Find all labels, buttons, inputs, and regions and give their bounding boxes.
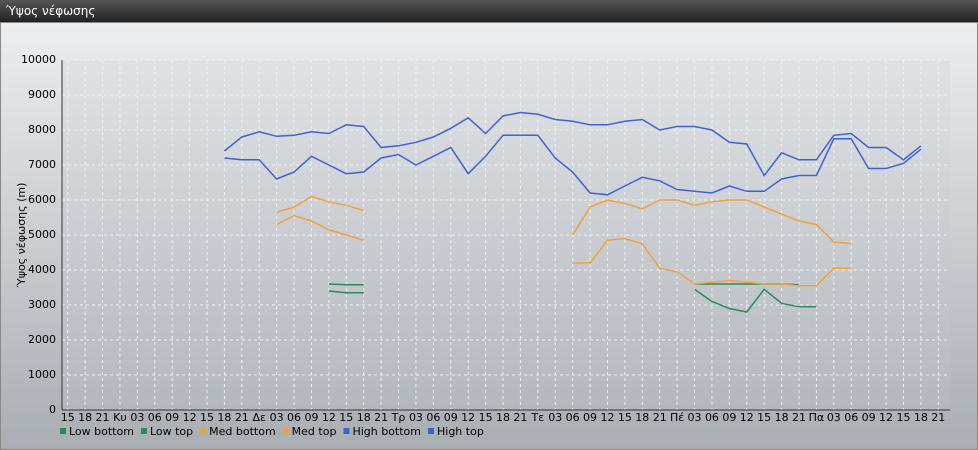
legend-swatch: [140, 428, 147, 434]
series-line: [223, 111, 922, 177]
series-line: [328, 288, 817, 313]
x-tick-label: 03: [130, 411, 144, 424]
x-tick-label: 15: [200, 411, 214, 424]
x-tick-label: 03: [688, 411, 702, 424]
y-tick-label: 3000: [28, 298, 56, 311]
x-tick-label: 18: [496, 411, 510, 424]
x-tick-label: 21: [235, 411, 249, 424]
legend-swatch: [200, 428, 207, 434]
x-tick-label: 12: [600, 411, 614, 424]
x-tick-label: 12: [461, 411, 475, 424]
y-tick-label: 9000: [28, 88, 56, 101]
x-tick-label: 15: [896, 411, 910, 424]
x-tick-label: 06: [426, 411, 440, 424]
y-tick-label: 2000: [28, 333, 56, 346]
x-tick-label: 03: [270, 411, 284, 424]
x-tick-label: 09: [165, 411, 179, 424]
legend-swatch: [282, 428, 289, 434]
legend-swatch: [343, 428, 350, 434]
x-tick-label: Τε: [530, 411, 544, 424]
x-tick-label: 03: [827, 411, 841, 424]
x-tick-label: 06: [566, 411, 580, 424]
legend-label: Med bottom: [209, 425, 276, 438]
x-tick-label: 15: [479, 411, 493, 424]
y-tick-label: 8000: [28, 123, 56, 136]
x-tick-label: 15: [618, 411, 632, 424]
x-tick-label: 18: [914, 411, 928, 424]
x-tick-label: 21: [931, 411, 945, 424]
legend-label: High top: [437, 425, 484, 438]
x-tick-label: Κυ: [113, 411, 127, 424]
x-tick-label: 09: [583, 411, 597, 424]
x-tick-label: 18: [78, 411, 92, 424]
y-tick-label: 10000: [21, 53, 56, 66]
x-tick-label: 12: [879, 411, 893, 424]
x-tick-label: 09: [304, 411, 318, 424]
x-tick-label: 18: [217, 411, 231, 424]
x-tick-label: 21: [374, 411, 388, 424]
x-tick-label: 06: [705, 411, 719, 424]
x-tick-label: 03: [548, 411, 562, 424]
legend-swatch: [60, 428, 66, 434]
x-tick-label: 21: [96, 411, 110, 424]
x-tick-label: 09: [862, 411, 876, 424]
series-line: [276, 214, 852, 287]
legend-label: Med top: [292, 425, 337, 438]
x-tick-label: 03: [409, 411, 423, 424]
chart-title: Ύψος νέφωσης: [0, 0, 978, 22]
legend-label: High bottom: [352, 425, 421, 438]
x-tick-label: 21: [653, 411, 667, 424]
y-tick-label: 4000: [28, 263, 56, 276]
x-tick-label: 15: [339, 411, 353, 424]
series-line: [224, 134, 922, 196]
y-tick-label: 6000: [28, 193, 56, 206]
x-tick-label: Τρ: [391, 411, 406, 424]
x-tick-label: 09: [444, 411, 458, 424]
chart: Ύψος νέφωσης (m) 0 1000 2000 3000 4000 5000 60…: [0, 22, 978, 450]
y-tick-label: 0: [49, 403, 56, 416]
x-tick-label: 06: [287, 411, 301, 424]
x-tick-label: 18: [775, 411, 789, 424]
x-tick-label: 12: [740, 411, 754, 424]
legend-label: Low bottom: [69, 425, 134, 438]
x-tick-label: 18: [357, 411, 371, 424]
y-tick-label: 7000: [28, 158, 56, 171]
y-axis-label: Ύψος νέφωσης (m): [15, 183, 28, 289]
x-tick-label: 15: [757, 411, 771, 424]
y-tick-label: 5000: [28, 228, 56, 241]
x-tick-label: 06: [844, 411, 858, 424]
x-tick-label: 21: [513, 411, 527, 424]
x-tick-label: 18: [635, 411, 649, 424]
y-tick-label: 1000: [28, 368, 56, 381]
x-tick-label: Πα: [809, 411, 825, 424]
x-tick-label: 12: [322, 411, 336, 424]
x-tick-label: 09: [722, 411, 736, 424]
series-line: [276, 195, 852, 245]
x-tick-label: 12: [183, 411, 197, 424]
x-tick-label: 15: [61, 411, 75, 424]
legend-label: Low top: [150, 425, 193, 438]
x-tick-label: 06: [148, 411, 162, 424]
x-tick-label: Πέ: [670, 411, 684, 424]
legend-swatch: [428, 428, 434, 434]
x-tick-label: Δε: [252, 411, 266, 424]
x-tick-label: 21: [792, 411, 806, 424]
